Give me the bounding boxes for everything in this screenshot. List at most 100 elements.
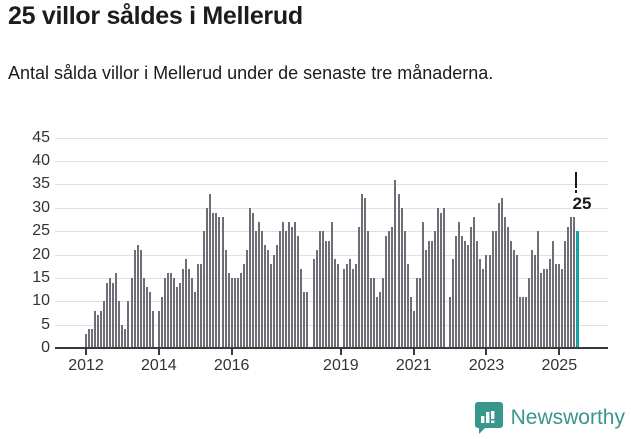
- bar: [406, 263, 409, 348]
- bar: [270, 263, 273, 348]
- bar: [124, 329, 127, 348]
- bar: [330, 221, 333, 348]
- bar: [166, 273, 169, 348]
- bar: [467, 245, 470, 348]
- bar: [224, 249, 227, 348]
- y-axis-label-45: 45: [32, 128, 50, 146]
- bar: [458, 221, 461, 348]
- bar: [279, 231, 282, 348]
- bar: [543, 268, 546, 348]
- bar: [379, 291, 382, 348]
- bar: [191, 277, 194, 348]
- bar: [148, 291, 151, 348]
- bar: [227, 273, 230, 348]
- x-axis-tick-2025: [558, 349, 561, 355]
- x-axis-label-2023: 2023: [468, 357, 505, 374]
- gridline-y-30: [55, 207, 608, 209]
- gridline-y-35: [55, 184, 608, 186]
- bar: [239, 273, 242, 348]
- bar: [564, 240, 567, 348]
- bar: [570, 217, 573, 348]
- bar: [388, 231, 391, 348]
- bar: [470, 226, 473, 348]
- y-axis-label-30: 30: [32, 198, 50, 216]
- bar: [130, 277, 133, 348]
- bar: [151, 310, 154, 348]
- bar: [491, 231, 494, 348]
- bar: [136, 245, 139, 348]
- y-axis-label-25: 25: [32, 222, 50, 240]
- bar: [212, 212, 215, 348]
- bar: [449, 296, 452, 348]
- bar: [318, 231, 321, 348]
- y-axis-label-15: 15: [32, 268, 50, 286]
- bar: [518, 296, 521, 348]
- bar: [188, 268, 191, 348]
- bar: [221, 217, 224, 348]
- bar: [157, 310, 160, 348]
- bar: [100, 310, 103, 348]
- bar: [303, 291, 306, 348]
- bar: [549, 259, 552, 348]
- bar: [257, 221, 260, 348]
- bar: [242, 263, 245, 348]
- brand-name: Newsworthy: [510, 406, 625, 429]
- bar: [236, 277, 239, 348]
- bar: [376, 296, 379, 348]
- bar-highlight-last: [576, 231, 579, 348]
- bar: [452, 259, 455, 348]
- bar: [288, 221, 291, 348]
- bar: [418, 277, 421, 348]
- bar: [482, 268, 485, 348]
- bar: [182, 268, 185, 348]
- bar: [218, 217, 221, 348]
- bar: [260, 231, 263, 348]
- bar: [558, 263, 561, 348]
- bar: [245, 249, 248, 348]
- bar: [133, 249, 136, 348]
- bar: [403, 231, 406, 348]
- bar: [567, 226, 570, 348]
- bar: [109, 277, 112, 348]
- bar: [264, 245, 266, 348]
- bar: [370, 277, 373, 348]
- bar: [358, 226, 361, 348]
- bar: [215, 212, 218, 348]
- bar: [455, 235, 458, 348]
- bar: [121, 324, 124, 348]
- gridline-y-40: [55, 161, 608, 163]
- bar: [142, 277, 145, 348]
- bar: [364, 198, 367, 348]
- x-axis-label-2021: 2021: [395, 357, 432, 374]
- bar: [552, 240, 555, 348]
- bar: [327, 240, 330, 348]
- y-axis-label-0: 0: [41, 339, 50, 356]
- bar: [424, 249, 427, 348]
- bar: [530, 249, 533, 348]
- bar: [464, 240, 467, 348]
- bar: [345, 263, 348, 348]
- bar: [500, 198, 503, 348]
- bar: [506, 226, 509, 348]
- bar: [439, 212, 442, 348]
- bar: [394, 179, 397, 348]
- bar: [267, 249, 270, 348]
- bar: [397, 193, 400, 348]
- bar: [436, 207, 439, 348]
- bar: [88, 329, 91, 348]
- bar: [412, 310, 415, 348]
- bar: [306, 291, 309, 348]
- bar: [367, 231, 370, 348]
- bar: [185, 259, 188, 348]
- x-axis-label-2012: 2012: [68, 357, 104, 374]
- bar: [348, 259, 351, 348]
- bar: [273, 254, 276, 348]
- bar: [139, 249, 142, 348]
- bar: [106, 282, 109, 348]
- bar: [561, 268, 564, 348]
- page-subtitle: Antal sålda villor i Mellerud under de s…: [8, 63, 494, 83]
- bar: [248, 207, 251, 348]
- x-axis-label-2016: 2016: [213, 357, 250, 374]
- x-axis-tick-2021: [412, 349, 415, 355]
